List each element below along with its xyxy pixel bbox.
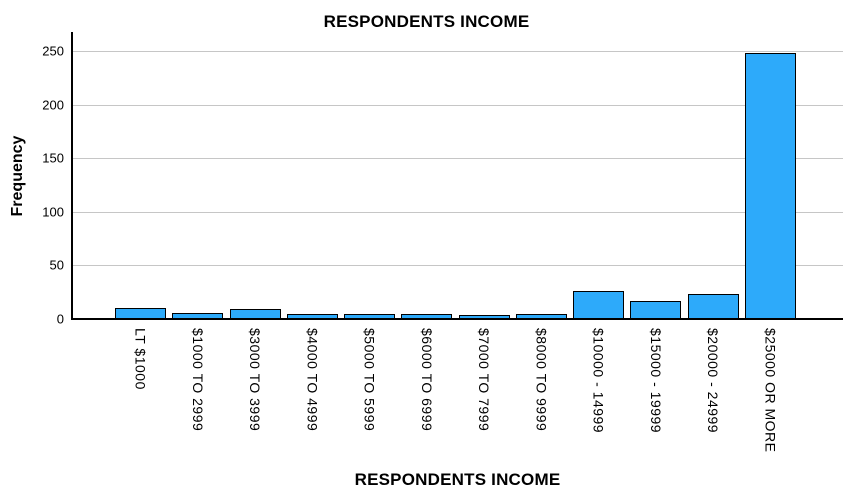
y-tick-label: 0 <box>56 311 64 327</box>
gridline <box>72 51 843 52</box>
y-tick-label: 200 <box>42 97 64 113</box>
x-tick-label: $25000 OR MORE <box>762 328 779 453</box>
y-tick-label: 150 <box>42 150 64 166</box>
y-axis-line <box>71 32 73 320</box>
x-tick-label: $4000 TO 4999 <box>304 328 321 432</box>
y-tick-label: 100 <box>42 204 64 220</box>
x-tick-label: $8000 TO 9999 <box>533 328 550 432</box>
gridline <box>72 158 843 160</box>
x-tick-label: $7000 TO 7999 <box>476 328 492 432</box>
bar-11 <box>687 294 739 319</box>
x-tick-label: LT $1000 <box>132 328 149 390</box>
plot-area <box>72 32 843 319</box>
y-tick-label: 50 <box>49 257 64 273</box>
chart-title: RESPONDENTS INCOME <box>323 12 530 31</box>
x-axis-line <box>71 318 843 320</box>
x-tick-label: $1000 TO 2999 <box>189 328 206 432</box>
bar-9 <box>573 291 624 319</box>
gridline <box>72 104 843 106</box>
x-tick-label: $5000 TO 5999 <box>361 328 378 432</box>
x-tick-label: $15000 - 19999 <box>647 328 664 434</box>
gridline <box>72 211 843 213</box>
x-axis-title: RESPONDENTS INCOME <box>354 470 561 489</box>
bar-12 <box>744 53 796 319</box>
x-tick-label: $3000 TO 3999 <box>247 328 263 432</box>
x-tick-label: $6000 TO 6999 <box>418 328 435 432</box>
bar-10 <box>630 300 682 319</box>
x-tick-label: $10000 - 14999 <box>590 328 607 434</box>
gridline <box>72 265 843 267</box>
y-tick-label: 250 <box>42 43 64 59</box>
x-tick-label: $20000 - 24999 <box>705 328 721 434</box>
